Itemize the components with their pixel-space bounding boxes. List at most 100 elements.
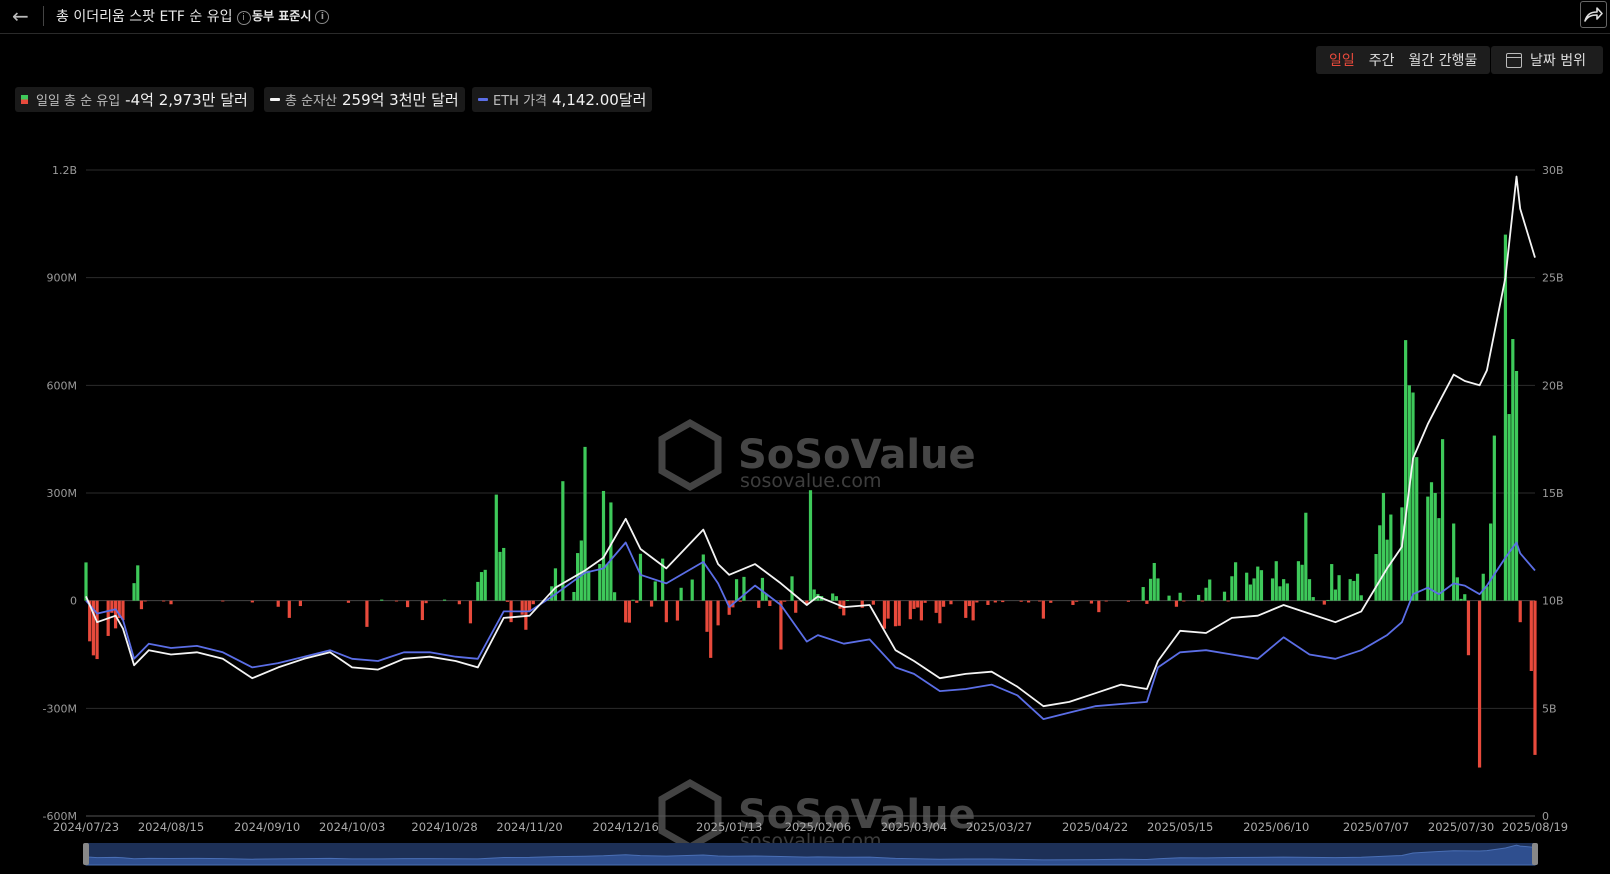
inflow-bar <box>779 600 783 650</box>
inflow-bar <box>1182 600 1186 602</box>
back-arrow-icon[interactable]: ← <box>12 4 29 28</box>
inflow-bar <box>609 502 613 601</box>
inflow-bar <box>476 581 480 601</box>
y-right-tick-label: 25B <box>1542 272 1564 285</box>
inflow-bar <box>346 600 351 603</box>
timezone-info-icon[interactable]: i <box>315 10 330 24</box>
inflow-bar <box>638 553 643 601</box>
watermark-site: sosovalue.com <box>740 470 882 492</box>
inflow-bar <box>1507 414 1511 601</box>
inflow-bar <box>1089 600 1094 604</box>
x-tick-label: 2025/07/07 <box>1343 820 1409 834</box>
inflow-bar <box>1145 600 1149 604</box>
legend-total-assets[interactable]: 총 순자산 259억 3천만 달러 <box>264 87 465 112</box>
inflow-bar <box>1404 340 1408 601</box>
legend-eth-price[interactable]: ETH 가격 4,142.00달러 <box>472 87 653 112</box>
inflow-bar <box>1296 561 1301 601</box>
inflow-bar <box>276 600 280 607</box>
inflow-bar <box>1311 597 1315 601</box>
inflow-bar <box>468 600 473 624</box>
legend-daily-inflow[interactable]: 일일 총 순 유입 -4억 2,973만 달러 <box>15 87 254 112</box>
header-divider <box>43 6 44 26</box>
inflow-bar <box>757 600 761 608</box>
inflow-bar <box>709 600 713 658</box>
info-icon[interactable]: i <box>236 11 251 25</box>
navigator-left-handle[interactable] <box>83 843 89 865</box>
inflow-bar <box>612 592 617 601</box>
inflow-bar <box>1463 594 1467 601</box>
x-tick-label: 2025/02/06 <box>785 820 851 834</box>
inflow-bar <box>1230 576 1234 601</box>
total-assets-swatch-icon <box>270 98 280 101</box>
inflow-bar <box>442 599 447 601</box>
navigator-right-handle[interactable] <box>1532 843 1538 865</box>
inflow-bar <box>1245 572 1249 601</box>
inflow-bar <box>941 600 946 607</box>
period-monthly-tab[interactable]: 월간 간행물 <box>1408 53 1478 69</box>
calendar-icon <box>1506 52 1522 68</box>
inflow-bar <box>631 599 635 601</box>
x-tick-label: 2025/01/13 <box>696 820 762 834</box>
inflow-bar <box>938 600 942 624</box>
share-icon <box>1584 7 1603 22</box>
inflow-bar <box>1374 554 1378 601</box>
inflow-bar <box>553 568 558 601</box>
inflow-bar <box>394 600 399 602</box>
inflow-bar <box>420 600 424 621</box>
inflow-bar <box>1355 573 1360 601</box>
y-left-tick-label: 300M <box>47 487 78 500</box>
inflow-bar <box>1337 575 1341 601</box>
inflow-bar <box>579 540 583 601</box>
inflow-bar <box>1440 439 1445 601</box>
inflow-bar <box>121 600 125 621</box>
timezone-label: 동부 표준시 i <box>252 7 330 24</box>
inflow-bar <box>1019 600 1023 602</box>
inflow-bar <box>812 589 816 601</box>
legend-total-assets-label: 총 순자산 <box>285 94 337 109</box>
inflow-bar <box>1126 600 1130 602</box>
page-header: ← 총 이더리움 스팟 ETF 순 유입 i 동부 표준시 i <box>0 0 1610 34</box>
x-tick-label: 2025/04/22 <box>1062 820 1128 834</box>
inflow-bar <box>675 600 680 621</box>
inflow-bar <box>679 587 683 601</box>
period-daily-tab[interactable]: 일일 <box>1329 53 1355 69</box>
watermark-brand: SoSoValue <box>738 432 976 478</box>
inflow-bar <box>1489 523 1493 601</box>
soso-logo-icon <box>658 418 722 492</box>
inflow-bar <box>1148 578 1153 601</box>
inflow-bar <box>794 600 798 613</box>
inflow-bar <box>742 576 746 601</box>
eth-price-line <box>85 541 1536 720</box>
inflow-bar <box>919 600 923 621</box>
inflow-bar <box>1252 578 1256 601</box>
inflow-bar <box>1256 566 1260 601</box>
y-right-tick-label: 20B <box>1542 379 1564 392</box>
inflow-bar <box>768 600 772 607</box>
inflow-bar <box>1071 600 1075 605</box>
inflow-bar <box>1485 586 1489 601</box>
inflow-bar <box>1481 573 1485 601</box>
inflow-bar <box>624 600 628 623</box>
inflow-bar <box>635 600 639 603</box>
y-right-tick-label: 15B <box>1542 487 1564 500</box>
inflow-bar <box>1459 598 1463 601</box>
x-tick-label: 2025/03/04 <box>881 820 947 834</box>
inflow-bar <box>1041 600 1045 619</box>
inflow-bar <box>113 600 118 629</box>
inflow-bar <box>1174 600 1179 607</box>
inflow-bar <box>1233 562 1238 601</box>
inflow-bar <box>527 600 532 612</box>
date-range-button[interactable]: 날짜 범위 <box>1491 46 1603 74</box>
inflow-bar <box>1167 595 1171 601</box>
period-weekly-tab[interactable]: 주간 <box>1368 53 1395 69</box>
inflow-bar <box>1378 525 1382 601</box>
inflow-bar <box>110 600 114 613</box>
legend-eth-price-value: 4,142.00달러 <box>551 91 647 109</box>
x-tick-label: 2025/05/15 <box>1147 820 1213 834</box>
share-button[interactable] <box>1580 1 1607 28</box>
inflow-bar <box>136 565 140 601</box>
inflow-bar <box>143 600 147 602</box>
inflow-bar <box>479 572 484 601</box>
inflow-bar <box>664 600 668 623</box>
